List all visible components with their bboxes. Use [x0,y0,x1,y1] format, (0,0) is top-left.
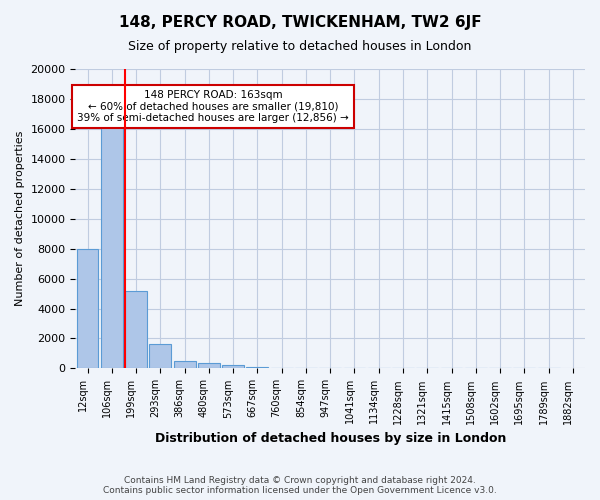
Bar [77,248,98,368]
Bar [149,344,171,368]
Text: Size of property relative to detached houses in London: Size of property relative to detached ho… [128,40,472,53]
Text: Contains HM Land Registry data © Crown copyright and database right 2024.
Contai: Contains HM Land Registry data © Crown c… [103,476,497,495]
Text: 148, PERCY ROAD, TWICKENHAM, TW2 6JF: 148, PERCY ROAD, TWICKENHAM, TW2 6JF [119,15,481,30]
Bar [173,361,196,368]
Bar [247,367,268,368]
Bar [101,122,123,368]
Text: 148 PERCY ROAD: 163sqm
← 60% of detached houses are smaller (19,810)
39% of semi: 148 PERCY ROAD: 163sqm ← 60% of detached… [77,90,349,123]
Bar [125,290,147,368]
Bar [222,366,244,368]
Bar [198,363,220,368]
Y-axis label: Number of detached properties: Number of detached properties [15,131,25,306]
X-axis label: Distribution of detached houses by size in London: Distribution of detached houses by size … [155,432,506,445]
